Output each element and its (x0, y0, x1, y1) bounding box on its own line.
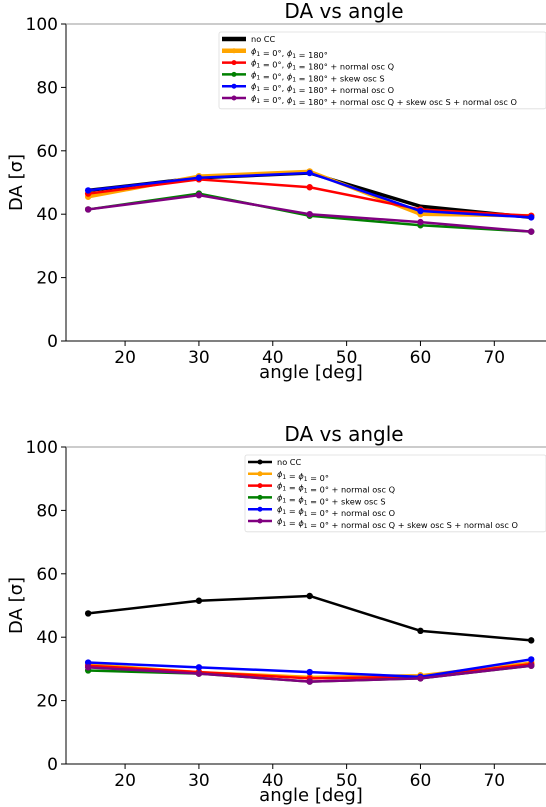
legend-marker (257, 518, 263, 524)
x-tick-label: 40 (262, 348, 284, 368)
x-tick-label: 60 (410, 771, 432, 791)
y-tick-label: 80 (36, 501, 58, 521)
legend-marker (231, 95, 237, 101)
y-tick-label: 40 (36, 205, 58, 225)
legend-label: no CC (277, 457, 302, 467)
data-point (417, 218, 424, 226)
x-tick-label: 70 (483, 348, 505, 368)
y-tick-label: 0 (47, 755, 58, 775)
data-point (306, 678, 313, 685)
data-point (195, 191, 203, 199)
x-tick-label: 60 (410, 348, 432, 368)
chart-title: DA vs angle (284, 422, 403, 446)
series-6 (84, 662, 535, 685)
data-point (306, 184, 313, 191)
legend-label: ϕ1 = ϕ1 = 0° + normal osc Q + skew osc S… (277, 516, 518, 530)
legend-box (218, 31, 546, 110)
x-tick-label: 20 (114, 348, 136, 368)
y-axis-label: DA [σ] (6, 577, 27, 634)
data-point (306, 169, 313, 177)
data-point (528, 637, 535, 644)
x-tick-label: 70 (483, 771, 505, 791)
series-line (87, 171, 532, 220)
legend-marker (257, 506, 263, 512)
data-point (84, 659, 92, 666)
legend-label: no CC (251, 34, 276, 44)
legend-marker (257, 471, 263, 477)
series-6 (84, 191, 535, 235)
legend-label: ϕ1 = 0°, ϕ1 = 180° + normal osc Q + skew… (251, 93, 517, 107)
series-5 (84, 656, 535, 681)
legend-label: ϕ1 = 0°, ϕ1 = 180° (251, 46, 328, 60)
data-point (528, 228, 535, 235)
series-1 (87, 171, 532, 220)
y-tick-label: 40 (36, 628, 58, 648)
chart-title: DA vs angle (284, 0, 403, 23)
data-point (84, 664, 92, 671)
y-tick-label: 60 (36, 142, 58, 162)
data-point (417, 627, 424, 635)
legend-marker (231, 71, 237, 77)
data-point (84, 206, 92, 213)
y-tick-label: 20 (36, 269, 58, 289)
legend-label: ϕ1 = ϕ1 = 0° + normal osc Q (277, 481, 395, 495)
x-tick-label: 40 (262, 771, 284, 791)
legend-marker (257, 459, 263, 465)
x-tick-label: 50 (336, 771, 358, 791)
chart-panel-2: 0 20 40 60 80 100 20 30 40 50 60 70 DA vs angle angle… (6, 422, 546, 806)
legend-label: ϕ1 = 0°, ϕ1 = 180° + normal osc Q (251, 58, 394, 72)
legend-marker (257, 483, 263, 489)
data-point (417, 207, 424, 215)
y-axis-label: DA [σ] (6, 154, 27, 211)
data-point (417, 675, 424, 682)
data-point (528, 656, 535, 663)
x-tick-label: 30 (188, 771, 210, 791)
data-point (84, 610, 92, 617)
data-point (195, 664, 203, 671)
legend-marker (257, 494, 263, 500)
data-point (195, 597, 203, 604)
legend-marker (231, 83, 237, 89)
legend-box (244, 454, 546, 533)
data-point (528, 662, 535, 669)
legend-marker (231, 60, 237, 66)
y-tick-label: 100 (26, 15, 58, 35)
x-tick-label: 20 (114, 771, 136, 791)
x-tick-label: 30 (188, 348, 210, 368)
chart-panel-1: 0 20 40 60 80 100 20 30 40 50 60 70 DA vs angle angle… (6, 0, 546, 383)
y-tick-label: 60 (36, 565, 58, 585)
data-point (195, 174, 203, 181)
x-axis-label: angle [deg] (259, 362, 363, 383)
series-1 (84, 592, 535, 644)
series-line (88, 594, 532, 642)
legend-label: ϕ1 = ϕ1 = 0° + skew osc S (277, 492, 386, 506)
y-tick-label: 0 (47, 332, 58, 352)
legend-label: ϕ1 = ϕ1 = 0° + normal osc O (277, 504, 395, 518)
data-point (306, 592, 313, 600)
legend-label: ϕ1 = 0°, ϕ1 = 180° + skew osc S (251, 69, 385, 83)
series-5 (84, 169, 535, 221)
data-point (195, 670, 203, 677)
legend-label: ϕ1 = ϕ1 = 0° (277, 469, 329, 483)
x-tick-label: 50 (336, 348, 358, 368)
data-point (84, 187, 92, 194)
y-tick-label: 100 (26, 438, 58, 458)
data-point (528, 214, 535, 221)
y-tick-label: 20 (36, 692, 58, 712)
y-tick-label: 80 (36, 78, 58, 98)
data-point (306, 211, 313, 218)
x-axis-label: angle [deg] (259, 785, 363, 806)
legend-marker (231, 48, 237, 54)
legend-label: ϕ1 = 0°, ϕ1 = 180° + normal osc O (251, 81, 394, 95)
data-point (306, 668, 313, 676)
